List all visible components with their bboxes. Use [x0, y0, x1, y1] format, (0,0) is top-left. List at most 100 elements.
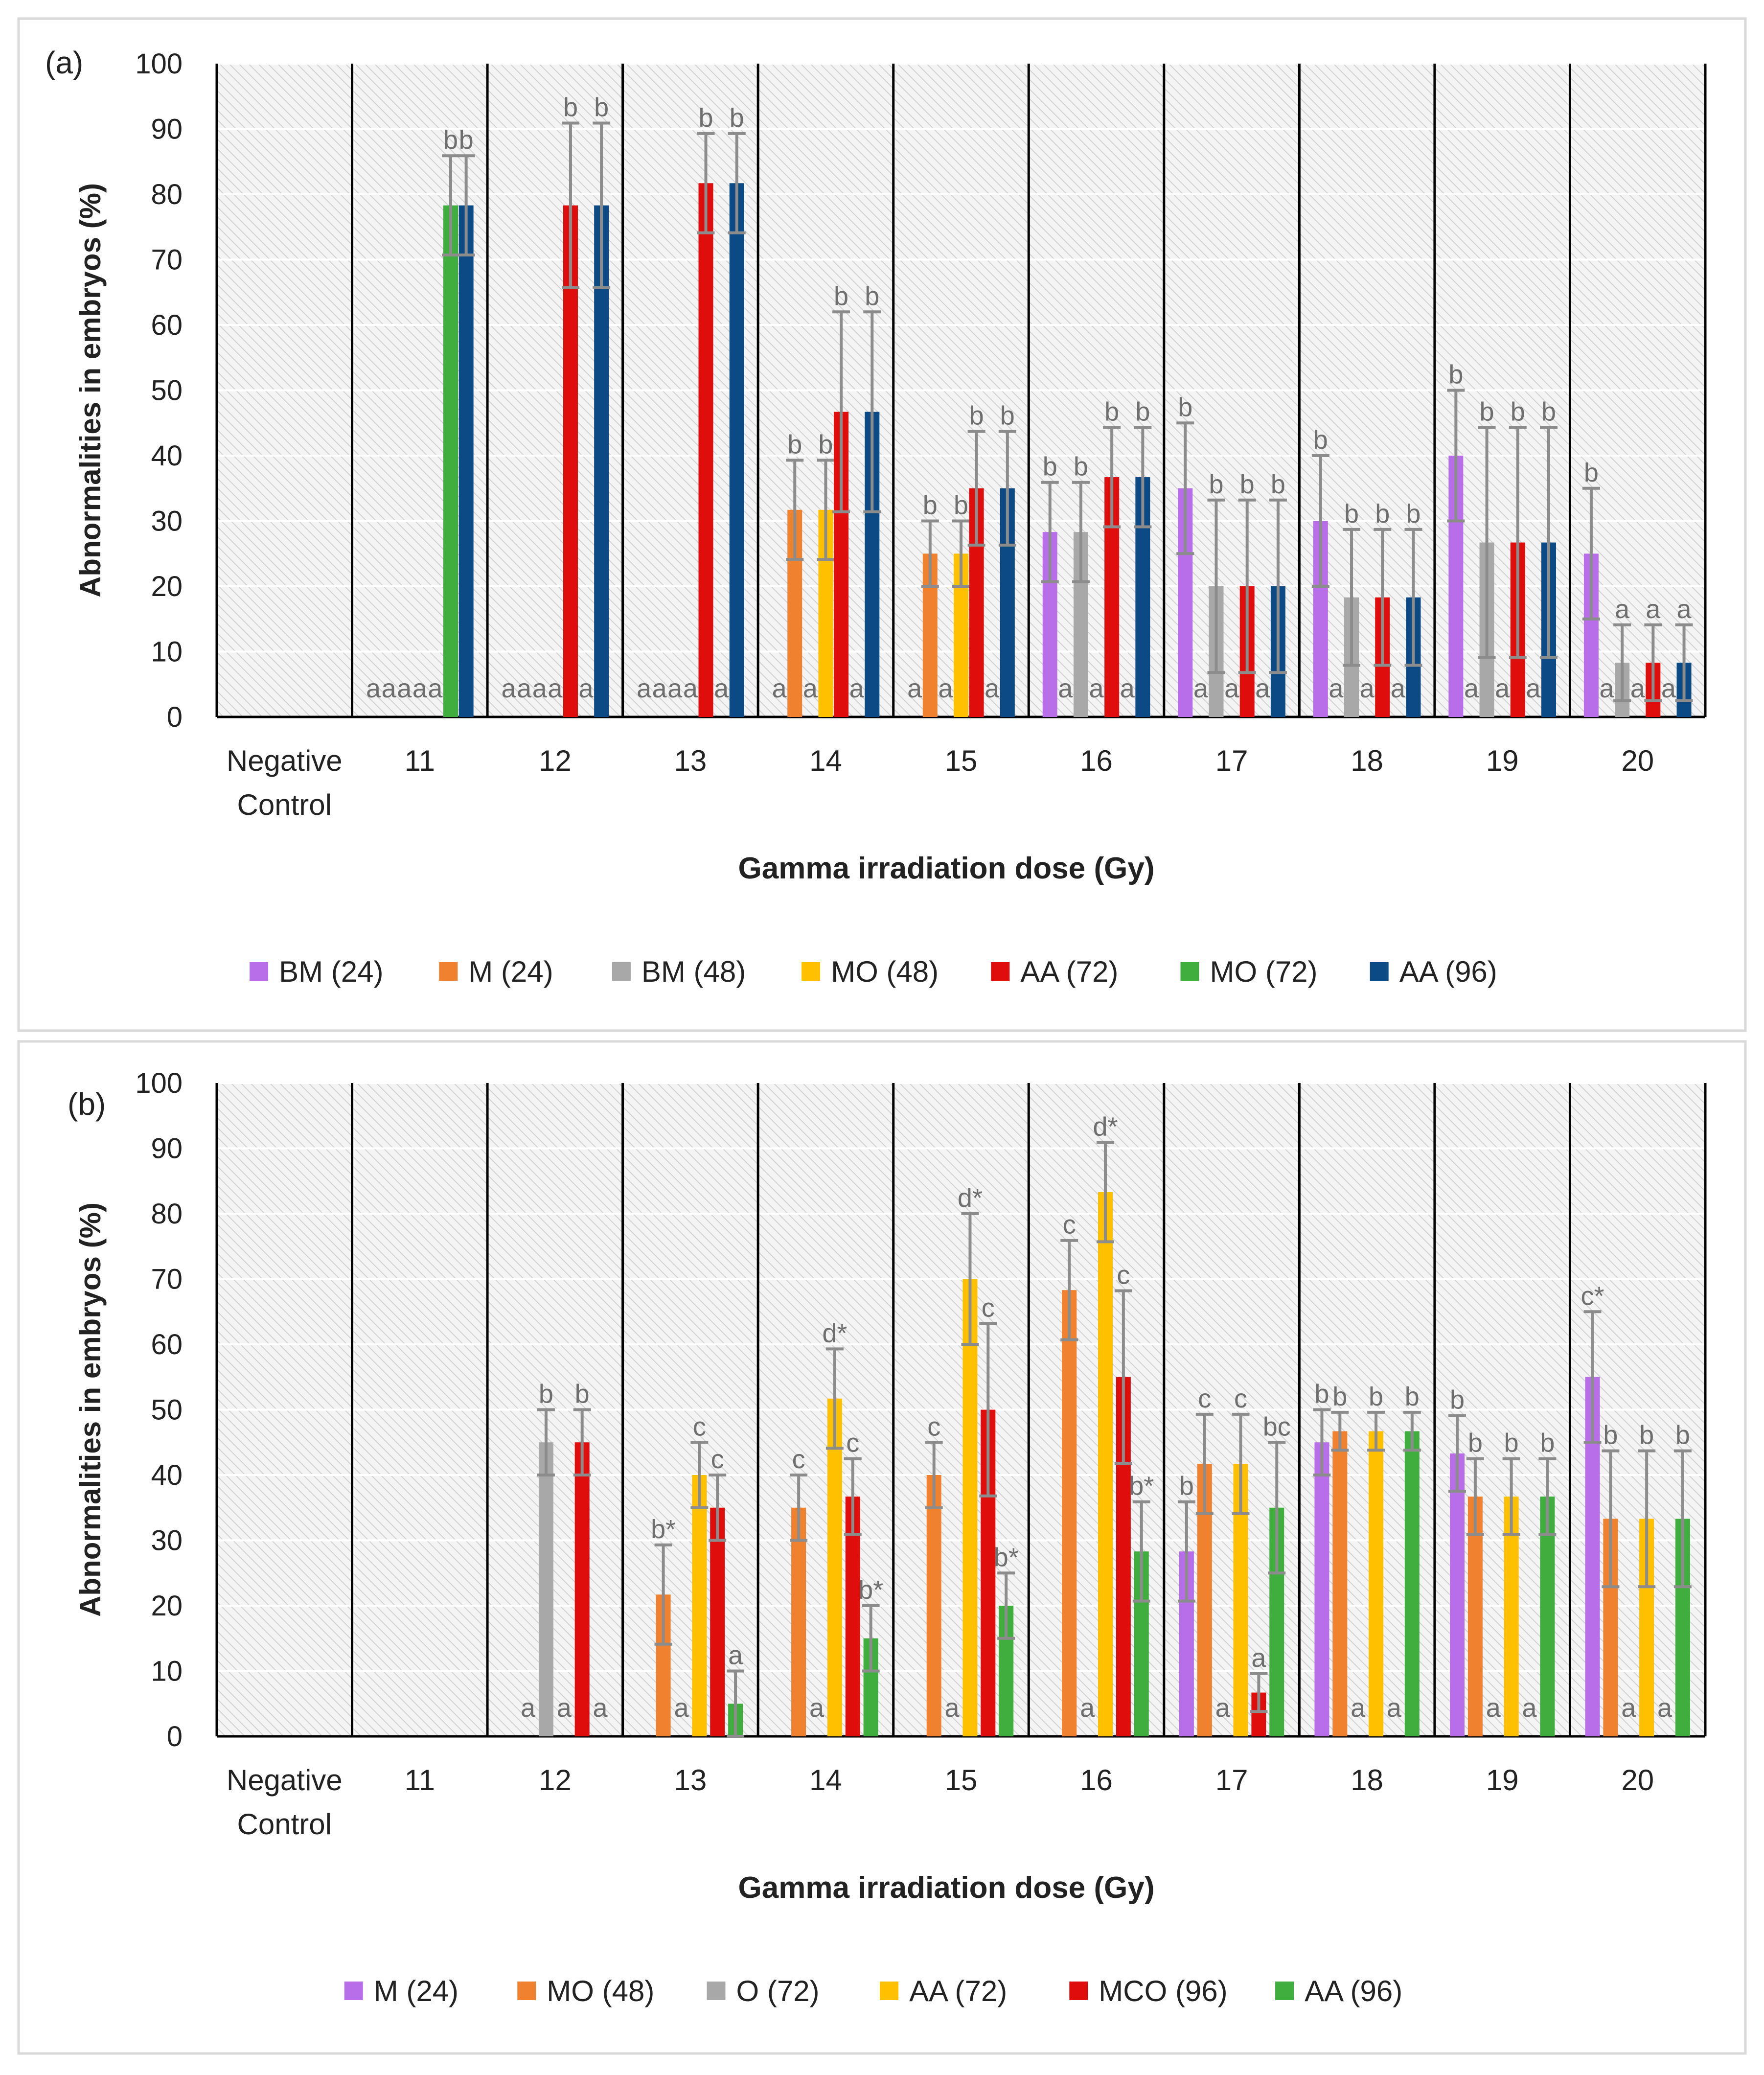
x-tick-label: 17 — [1215, 744, 1248, 777]
significance-label: a — [637, 674, 652, 703]
bar — [710, 1507, 725, 1736]
bar — [1467, 1497, 1483, 1736]
significance-label: b — [969, 401, 984, 431]
significance-label: b — [865, 281, 879, 311]
significance-label: a — [1657, 1693, 1672, 1723]
significance-label: a — [1255, 674, 1270, 703]
legend-swatch — [344, 1982, 363, 2000]
y-tick-label: 80 — [151, 179, 183, 210]
significance-label: c — [927, 1412, 940, 1441]
legend-label: AA (96) — [1305, 1975, 1402, 2007]
significance-label: b* — [1129, 1472, 1154, 1501]
significance-label: a — [1464, 674, 1479, 703]
legend-label: MO (48) — [831, 955, 939, 988]
panel-a-frame — [17, 17, 1747, 1032]
bar — [827, 1398, 842, 1736]
legend-label: AA (72) — [909, 1975, 1007, 2007]
legend-swatch — [612, 962, 631, 981]
legend-label: M (24) — [468, 955, 553, 988]
legend-label: BM (48) — [641, 955, 746, 988]
significance-label: a — [1486, 1693, 1501, 1723]
legend-label: MO (72) — [1210, 955, 1318, 988]
significance-label: b — [1271, 470, 1285, 499]
y-tick-label: 100 — [135, 1067, 183, 1099]
significance-label: a — [1215, 1693, 1231, 1723]
significance-label: a — [1661, 674, 1676, 703]
significance-label: a — [548, 674, 563, 703]
x-tick-label: Negative — [227, 1764, 343, 1797]
significance-label: a — [1360, 674, 1375, 703]
y-tick-label: 20 — [151, 1590, 183, 1622]
bar — [791, 1507, 806, 1736]
significance-label: a — [667, 674, 683, 703]
significance-label: a — [502, 674, 517, 703]
significance-label: b — [1480, 397, 1494, 427]
y-tick-label: 50 — [151, 375, 183, 407]
significance-label: c — [693, 1412, 706, 1441]
significance-label: c — [982, 1293, 995, 1322]
significance-label: c — [1117, 1261, 1130, 1290]
significance-label: b — [1000, 401, 1015, 431]
x-tick-label: 15 — [945, 1764, 978, 1797]
significance-label: b — [730, 103, 744, 133]
y-tick-label: 10 — [151, 636, 183, 668]
significance-label: b — [1043, 452, 1057, 482]
bar — [962, 1279, 978, 1736]
bar — [698, 183, 713, 717]
significance-label: b — [698, 103, 713, 133]
significance-label: b — [1240, 470, 1255, 499]
significance-label: a — [1522, 1693, 1537, 1723]
significance-label: b — [1541, 397, 1556, 427]
significance-label: b* — [994, 1543, 1019, 1572]
significance-label: a — [1251, 1643, 1266, 1673]
significance-label: a — [1677, 595, 1692, 624]
significance-label: b — [1511, 397, 1525, 427]
y-tick-label: 10 — [151, 1656, 183, 1687]
significance-label: b — [1603, 1421, 1618, 1450]
bar — [729, 183, 744, 717]
legend-label: AA (96) — [1399, 955, 1497, 988]
significance-label: a — [1058, 674, 1073, 703]
x-tick-label: 11 — [405, 744, 435, 777]
x-tick-label: 15 — [945, 744, 978, 777]
bar — [692, 1475, 707, 1736]
significance-label: a — [1599, 674, 1614, 703]
bar — [458, 205, 474, 717]
significance-label: bc — [1263, 1412, 1291, 1441]
bar — [538, 1442, 553, 1736]
significance-label: b — [1314, 1380, 1329, 1409]
legend-swatch — [439, 962, 458, 981]
significance-label: a — [397, 674, 412, 703]
bar — [1062, 1290, 1077, 1736]
x-tick-label: 12 — [539, 1764, 572, 1797]
significance-label: b — [443, 125, 458, 155]
significance-label: a — [1351, 1693, 1366, 1723]
significance-label: a — [517, 674, 532, 703]
significance-label: c — [792, 1445, 805, 1474]
y-tick-label: 0 — [167, 1721, 183, 1752]
significance-label: b — [1406, 499, 1420, 529]
bar — [1332, 1431, 1348, 1736]
legend-label: O (72) — [736, 1975, 820, 2007]
significance-label: b — [1209, 470, 1223, 499]
significance-label: b — [1639, 1421, 1654, 1450]
significance-label: c — [711, 1445, 724, 1474]
x-tick-label: 20 — [1621, 1764, 1654, 1797]
y-axis-title: Abnormalities in embryos (%) — [74, 183, 107, 598]
bar — [1504, 1497, 1519, 1736]
significance-label: c — [1063, 1210, 1076, 1240]
significance-label: b — [1135, 397, 1150, 427]
significance-label: a — [809, 1693, 825, 1723]
x-tick-label: 14 — [809, 1764, 842, 1797]
significance-label: c — [846, 1429, 859, 1458]
x-tick-label: 13 — [674, 1764, 707, 1797]
significance-label: b — [1179, 1472, 1194, 1501]
y-tick-label: 60 — [151, 309, 183, 341]
y-axis-title: Abnormalities in embryos (%) — [74, 1202, 107, 1617]
significance-label: a — [1495, 674, 1510, 703]
significance-label: a — [1391, 674, 1406, 703]
significance-label: b* — [858, 1575, 883, 1605]
